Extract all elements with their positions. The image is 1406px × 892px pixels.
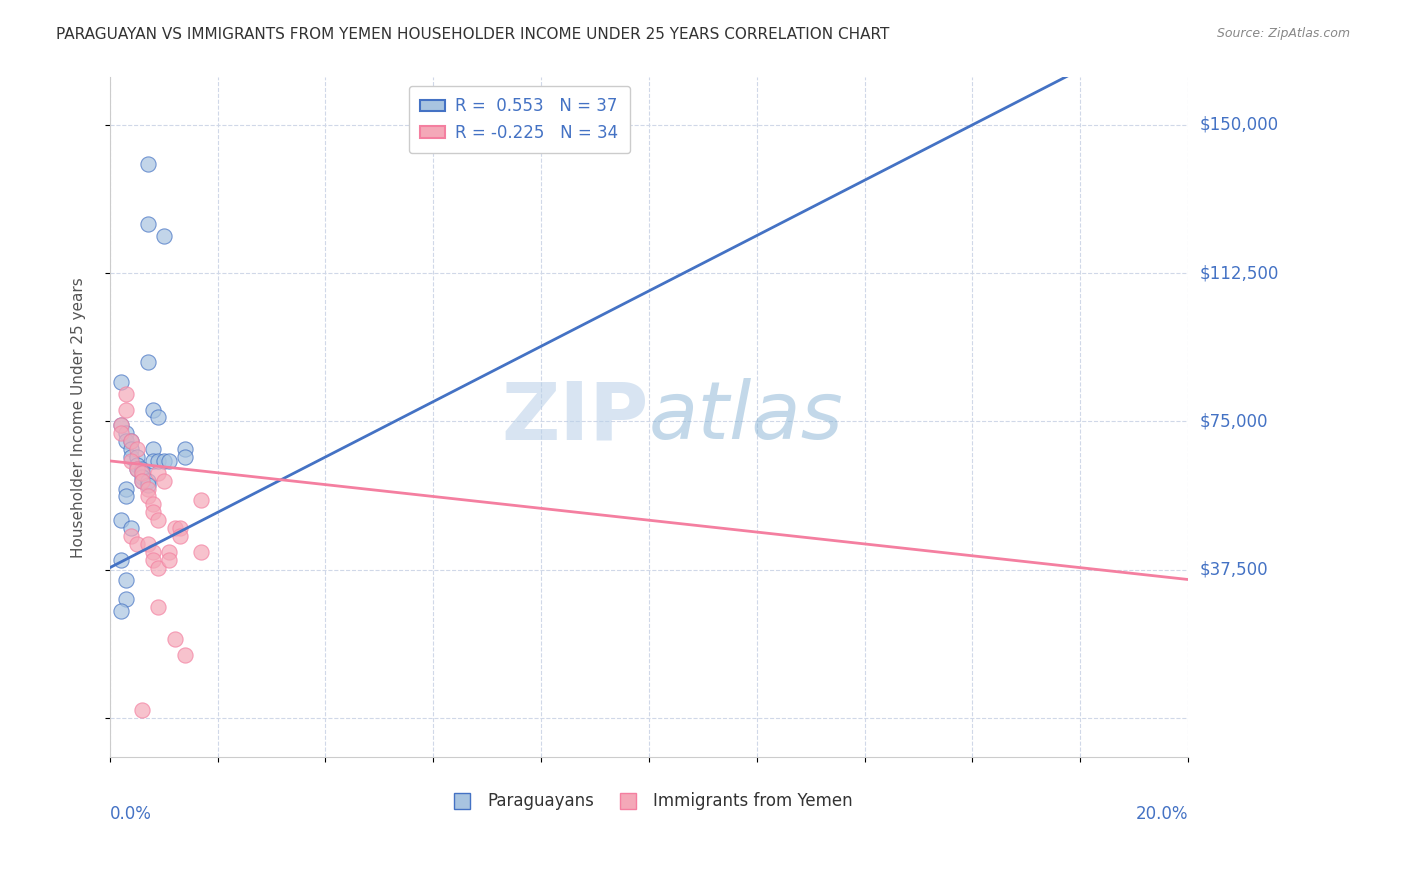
Point: [136, 157, 159, 171]
Point: [120, 521, 142, 535]
Point: [120, 434, 142, 449]
Legend: Paraguayans, Immigrants from Yemen: Paraguayans, Immigrants from Yemen: [439, 786, 859, 817]
Point: [136, 482, 159, 496]
Text: PARAGUAYAN VS IMMIGRANTS FROM YEMEN HOUSEHOLDER INCOME UNDER 25 YEARS CORRELATIO: PARAGUAYAN VS IMMIGRANTS FROM YEMEN HOUS…: [56, 27, 890, 42]
Point: [169, 521, 191, 535]
Point: [157, 545, 180, 559]
Point: [136, 477, 159, 491]
Point: [142, 497, 165, 511]
Point: [136, 217, 159, 231]
Point: [152, 228, 174, 243]
Point: [131, 703, 153, 717]
Point: [125, 462, 148, 476]
Text: ZIP: ZIP: [502, 378, 650, 457]
Point: [136, 355, 159, 369]
Point: [142, 454, 165, 468]
Point: [125, 462, 148, 476]
Point: [115, 592, 138, 607]
Text: Source: ZipAtlas.com: Source: ZipAtlas.com: [1216, 27, 1350, 40]
Point: [115, 490, 138, 504]
Point: [115, 573, 138, 587]
Point: [163, 521, 186, 535]
Point: [142, 505, 165, 519]
Text: $150,000: $150,000: [1199, 116, 1278, 134]
Point: [136, 537, 159, 551]
Text: $75,000: $75,000: [1199, 412, 1268, 430]
Point: [190, 545, 212, 559]
Point: [120, 434, 142, 449]
Point: [152, 454, 174, 468]
Point: [110, 418, 132, 433]
Point: [148, 454, 170, 468]
Point: [148, 513, 170, 527]
Text: $37,500: $37,500: [1199, 560, 1268, 579]
Point: [157, 454, 180, 468]
Point: [152, 474, 174, 488]
Point: [142, 545, 165, 559]
Y-axis label: Householder Income Under 25 years: Householder Income Under 25 years: [72, 277, 86, 558]
Point: [142, 553, 165, 567]
Text: 20.0%: 20.0%: [1136, 805, 1188, 823]
Point: [125, 458, 148, 472]
Point: [125, 442, 148, 456]
Point: [115, 402, 138, 417]
Point: [120, 454, 142, 468]
Point: [136, 474, 159, 488]
Point: [142, 442, 165, 456]
Point: [120, 442, 142, 456]
Point: [120, 529, 142, 543]
Point: [190, 493, 212, 508]
Point: [110, 553, 132, 567]
Point: [174, 442, 197, 456]
Point: [157, 553, 180, 567]
Point: [142, 402, 165, 417]
Point: [169, 529, 191, 543]
Point: [115, 386, 138, 401]
Point: [125, 450, 148, 464]
Point: [125, 537, 148, 551]
Point: [110, 604, 132, 618]
Point: [148, 600, 170, 615]
Text: $112,500: $112,500: [1199, 264, 1278, 282]
Point: [131, 466, 153, 480]
Point: [174, 450, 197, 464]
Point: [148, 466, 170, 480]
Point: [115, 482, 138, 496]
Point: [131, 466, 153, 480]
Point: [131, 474, 153, 488]
Point: [136, 490, 159, 504]
Point: [115, 434, 138, 449]
Point: [110, 375, 132, 389]
Point: [148, 560, 170, 574]
Point: [131, 474, 153, 488]
Point: [163, 632, 186, 646]
Point: [110, 513, 132, 527]
Point: [131, 469, 153, 483]
Point: [110, 426, 132, 441]
Point: [120, 450, 142, 464]
Point: [174, 648, 197, 662]
Text: 0.0%: 0.0%: [110, 805, 152, 823]
Point: [115, 426, 138, 441]
Point: [110, 418, 132, 433]
Text: atlas: atlas: [650, 378, 844, 457]
Point: [148, 410, 170, 425]
Point: [131, 462, 153, 476]
